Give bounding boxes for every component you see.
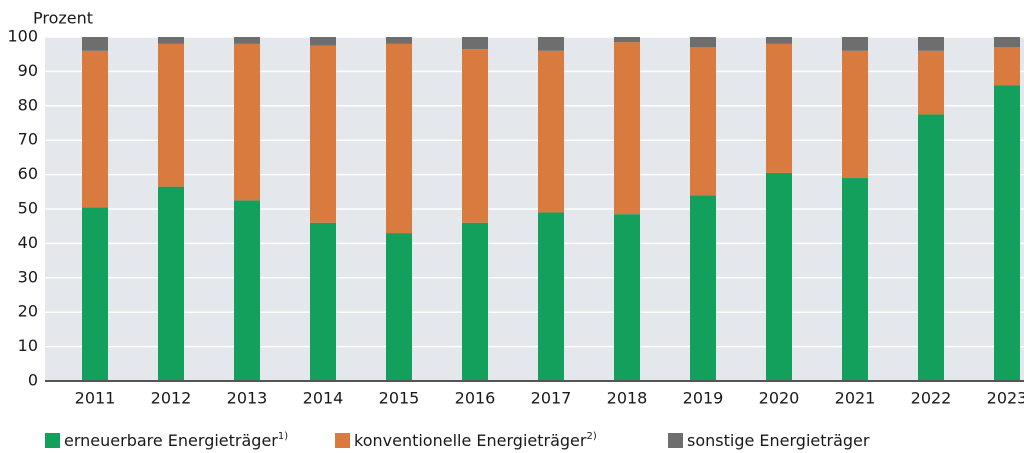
- bar-segment: [994, 85, 1020, 381]
- bar-segment: [462, 49, 488, 223]
- x-tick-label: 2018: [607, 389, 648, 408]
- bar-segment: [842, 37, 868, 51]
- x-tick-label: 2019: [683, 389, 724, 408]
- bar-segment: [690, 195, 716, 381]
- bar-segment: [158, 37, 184, 44]
- x-tick-label: 2022: [911, 389, 952, 408]
- bar-segment: [918, 114, 944, 382]
- bar-segment: [82, 37, 108, 51]
- bar-segment: [310, 37, 336, 46]
- legend-label: konventionelle Energieträger2): [354, 431, 597, 450]
- x-tick-label: 2011: [75, 389, 116, 408]
- y-axis-label: Prozent: [33, 9, 93, 28]
- legend-label: sonstige Energieträger: [687, 431, 870, 450]
- legend-footnote: 2): [586, 431, 596, 442]
- bar-segment: [614, 42, 640, 215]
- legend-swatch: [45, 433, 60, 448]
- y-tick-label: 90: [18, 61, 38, 80]
- bar-segment: [462, 222, 488, 381]
- bar-segment: [766, 172, 792, 381]
- y-tick-label: 100: [7, 27, 38, 46]
- bar-segment: [994, 37, 1020, 48]
- bar-segment: [842, 178, 868, 381]
- bar-segment: [158, 43, 184, 187]
- x-tick-label: 2020: [759, 389, 800, 408]
- bar-segment: [310, 222, 336, 381]
- legend-swatch: [668, 433, 683, 448]
- bar-segment: [386, 233, 412, 381]
- bar-segment: [234, 43, 260, 201]
- bar-segment: [614, 37, 640, 43]
- x-tick-label: 2015: [379, 389, 420, 408]
- bar-segment: [234, 37, 260, 44]
- x-tick-label: 2016: [455, 389, 496, 408]
- bar-segment: [842, 50, 868, 179]
- x-tick-label: 2012: [151, 389, 192, 408]
- legend-footnote: 1): [278, 431, 288, 442]
- bar-segment: [538, 37, 564, 51]
- y-tick-label: 60: [18, 164, 38, 183]
- y-tick-label: 20: [18, 302, 38, 321]
- y-tick-label: 50: [18, 199, 38, 218]
- y-tick-label: 40: [18, 233, 38, 252]
- legend-text: erneuerbare Energieträger: [64, 431, 278, 450]
- y-tick-label: 70: [18, 130, 38, 149]
- bar-segment: [82, 50, 108, 208]
- bar-segment: [386, 37, 412, 44]
- bar-segment: [690, 37, 716, 48]
- legend-label: erneuerbare Energieträger1): [64, 431, 288, 450]
- bar-segment: [234, 200, 260, 381]
- bar-segment: [82, 207, 108, 381]
- bar-segment: [310, 45, 336, 223]
- bar-segment: [766, 43, 792, 173]
- bar-segment: [462, 37, 488, 50]
- legend-text: konventionelle Energieträger: [354, 431, 587, 450]
- bar-segment: [766, 37, 792, 44]
- bar-segment: [158, 186, 184, 381]
- bar-segment: [918, 50, 944, 115]
- x-tick-label: 2013: [227, 389, 268, 408]
- bar-segment: [994, 47, 1020, 86]
- x-tick-label: 2017: [531, 389, 572, 408]
- bar-segment: [386, 43, 412, 234]
- y-tick-label: 10: [18, 336, 38, 355]
- y-tick-label: 0: [28, 371, 38, 390]
- bar-segment: [538, 50, 564, 213]
- y-tick-label: 80: [18, 95, 38, 114]
- y-tick-label: 30: [18, 267, 38, 286]
- bar-segment: [918, 37, 944, 51]
- legend-swatch: [335, 433, 350, 448]
- x-tick-label: 2023: [987, 389, 1024, 408]
- legend-text: sonstige Energieträger: [687, 431, 870, 450]
- bar-segment: [614, 214, 640, 381]
- x-tick-label: 2021: [835, 389, 876, 408]
- bar-segment: [690, 47, 716, 196]
- bar-segment: [538, 212, 564, 381]
- x-tick-label: 2014: [303, 389, 344, 408]
